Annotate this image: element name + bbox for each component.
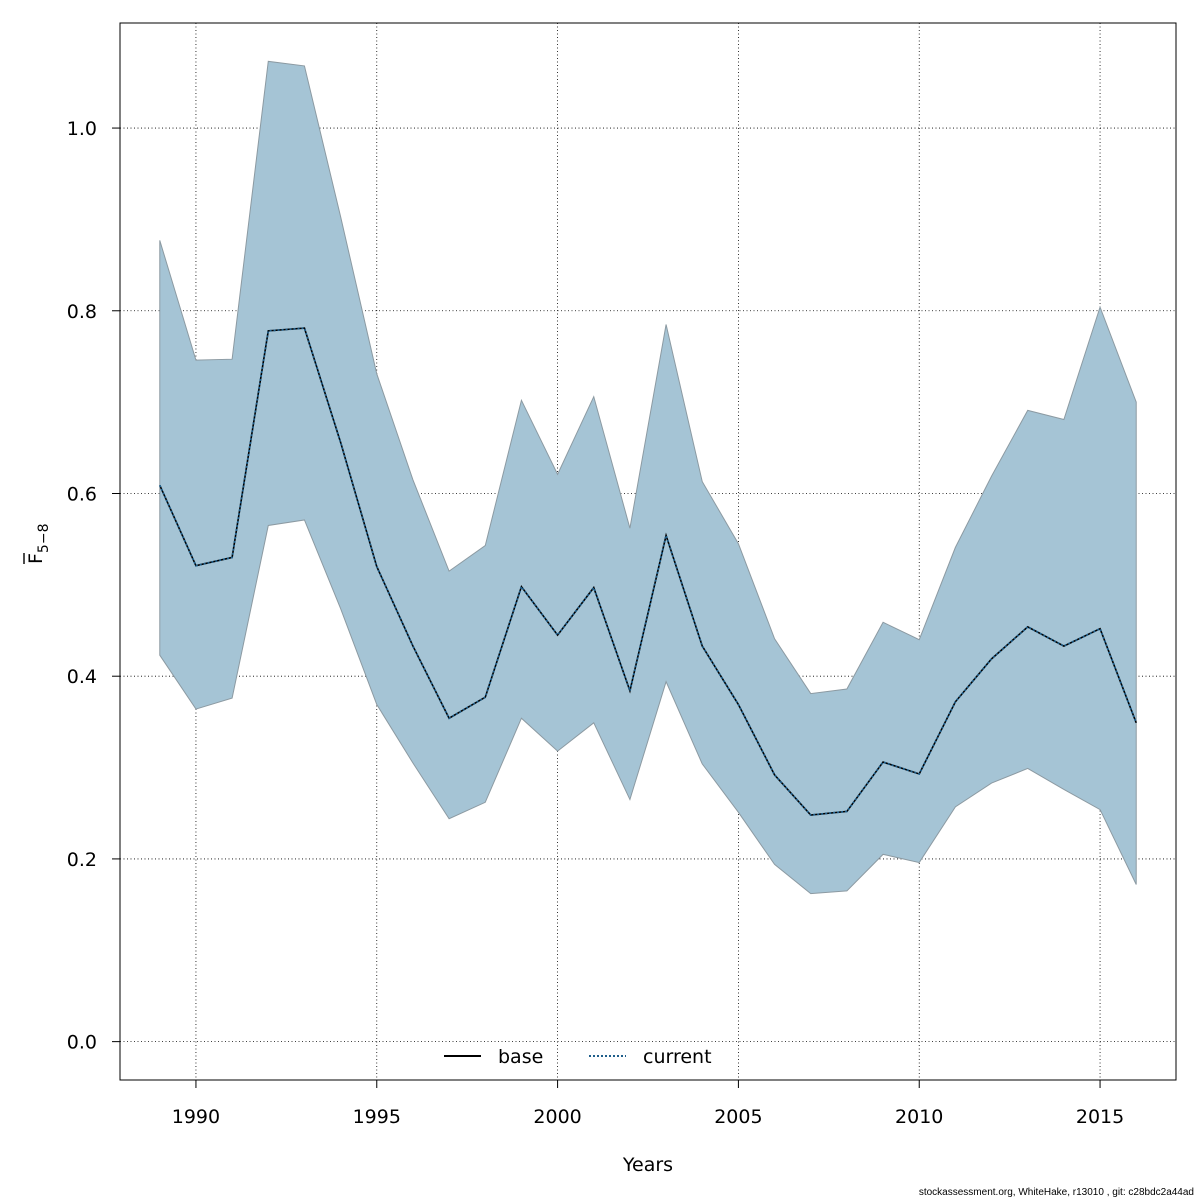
plot-frame	[119, 22, 1177, 1081]
legend-base-label: base	[498, 1046, 543, 1068]
y-axis-title: F5−8	[23, 524, 52, 564]
y-tick-label-3: 0.6	[67, 483, 97, 505]
y-tick-label-2: 0.4	[67, 666, 97, 688]
x-tick-label-3: 2005	[714, 1106, 762, 1128]
series-lines	[158, 327, 1138, 817]
x-axis: 1990 1995 2000 2005 2010 2015	[172, 1080, 1124, 1128]
confidence-band-area	[159, 60, 1137, 895]
x-tick-label-4: 2010	[895, 1106, 943, 1128]
svg-text:F5−8: F5−8	[25, 524, 52, 564]
y-tick-label-0: 0.0	[67, 1032, 97, 1054]
x-axis-title: Years	[622, 1154, 673, 1176]
x-tick-label-1: 1995	[353, 1106, 401, 1128]
footer-credit: stockassessment.org, WhiteHake, r13010 ,…	[918, 1187, 1194, 1198]
x-tick-label-2: 2000	[533, 1106, 581, 1128]
legend-current-label: current	[643, 1046, 712, 1068]
y-tick-label-1: 0.2	[67, 849, 97, 871]
series-line-current	[158, 327, 1138, 817]
x-tick-label-5: 2015	[1076, 1106, 1124, 1128]
confidence-band	[159, 60, 1137, 895]
x-tick-label-0: 1990	[172, 1106, 220, 1128]
y-axis: 0.0 0.2 0.4 0.6 0.8 1.0	[67, 118, 120, 1054]
y-axis-title-sub: 5−8	[36, 524, 52, 554]
y-tick-label-5: 1.0	[67, 118, 97, 140]
y-tick-label-4: 0.8	[67, 301, 97, 323]
y-axis-title-main: F	[25, 553, 47, 564]
legend: base current	[444, 1046, 712, 1068]
